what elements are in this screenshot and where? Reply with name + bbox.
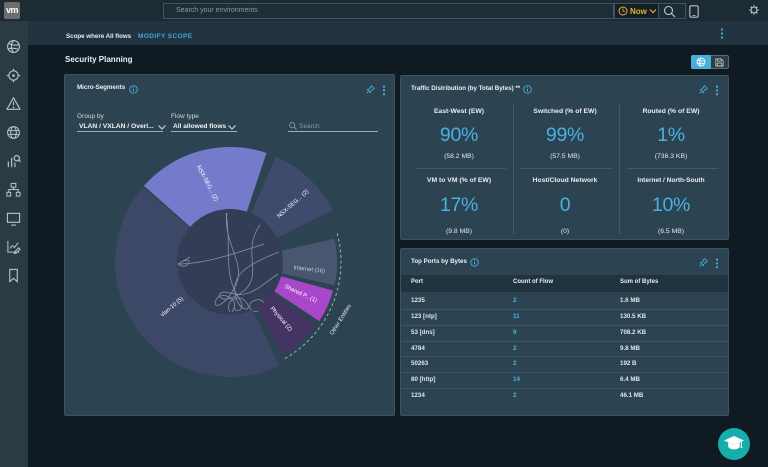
svg-text:Other Entities: Other Entities	[329, 303, 353, 336]
svg-text:Internet (16): Internet (16)	[293, 265, 325, 275]
svg-text:Now: Now	[630, 7, 648, 16]
